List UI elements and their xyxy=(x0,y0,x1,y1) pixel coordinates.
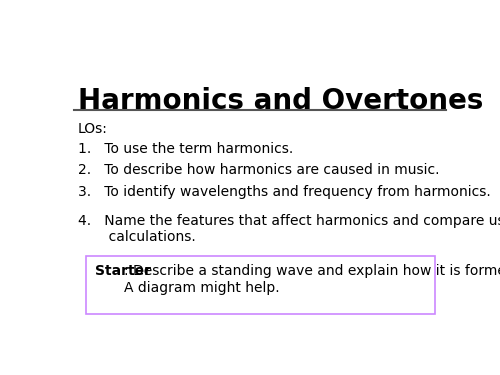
FancyBboxPatch shape xyxy=(86,256,435,314)
Text: 2.   To describe how harmonics are caused in music.: 2. To describe how harmonics are caused … xyxy=(78,164,440,177)
Text: Starter: Starter xyxy=(96,264,152,279)
Text: : Describe a standing wave and explain how it is formed.
A diagram might help.: : Describe a standing wave and explain h… xyxy=(124,264,500,295)
Text: Harmonics and Overtones: Harmonics and Overtones xyxy=(78,87,484,115)
Text: 4.   Name the features that affect harmonics and compare using
       calculatio: 4. Name the features that affect harmoni… xyxy=(78,214,500,244)
Text: 3.   To identify wavelengths and frequency from harmonics.: 3. To identify wavelengths and frequency… xyxy=(78,185,491,199)
Text: VBA: VBA xyxy=(12,15,54,33)
Text: LOs:: LOs: xyxy=(78,122,108,135)
Text: 1.   To use the term harmonics.: 1. To use the term harmonics. xyxy=(78,142,293,156)
